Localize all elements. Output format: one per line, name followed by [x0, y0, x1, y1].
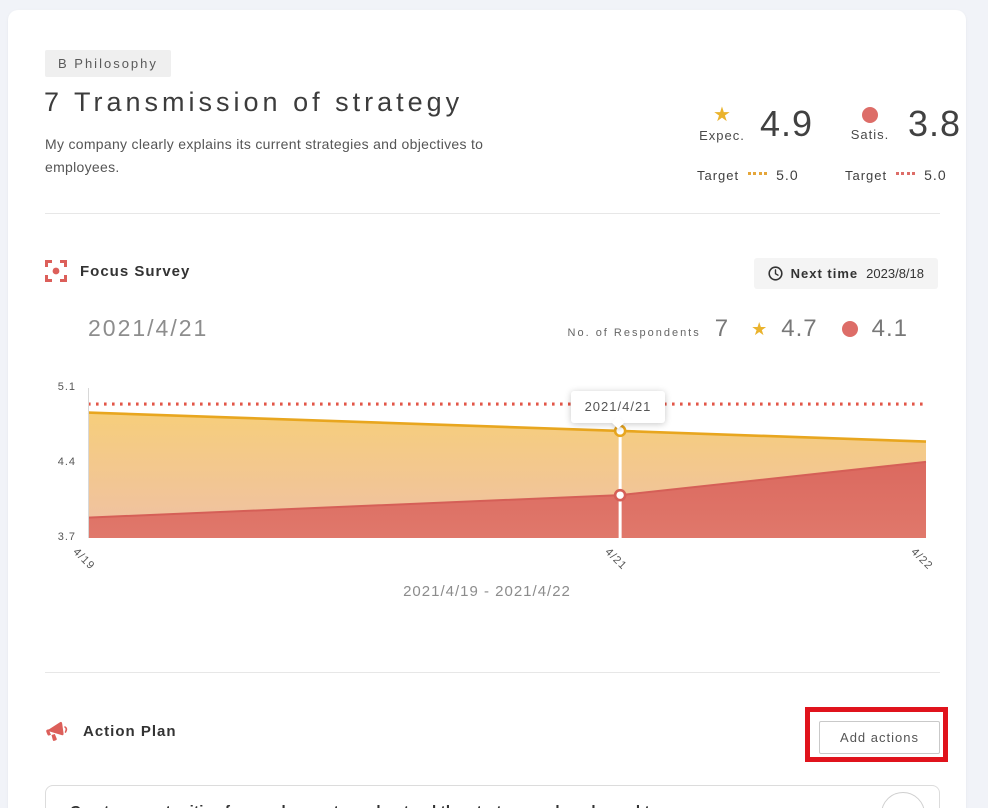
y-tick-label: 4.4	[57, 456, 76, 468]
target-label: Target	[697, 167, 740, 183]
respondents-label: No. of Respondents	[567, 327, 701, 339]
target-label: Target	[845, 167, 888, 183]
next-time-label: Next time	[790, 266, 859, 281]
section-divider	[45, 213, 940, 214]
expectation-target: Target 5.0	[697, 167, 799, 183]
expectation-value: 4.9	[760, 103, 814, 144]
question-description: My company clearly explains its current …	[45, 136, 484, 175]
satisfaction-label: Satis.	[850, 126, 890, 142]
focus-survey-header: Focus Survey	[45, 260, 190, 282]
action-item-text: Create opportunities for employees to un…	[70, 800, 860, 808]
expectation-score: ★ Expec. 4.9	[696, 103, 813, 145]
dotted-line-icon	[748, 171, 768, 175]
satisfaction-target: Target 5.0	[845, 167, 947, 183]
focus-survey-title: Focus Survey	[80, 262, 191, 280]
add-actions-button[interactable]: Add actions	[819, 721, 940, 754]
next-time-badge: Next time 2023/8/18	[753, 258, 938, 289]
megaphone-icon	[46, 721, 68, 741]
survey-expectation-value: 4.7	[781, 315, 818, 342]
star-icon: ★	[751, 319, 768, 339]
satisfaction-score: Satis. 3.8	[844, 103, 961, 145]
chart-date-range: 2021/4/19 - 2021/4/22	[403, 583, 571, 600]
next-time-date: 2023/8/18	[866, 266, 924, 281]
selected-survey-date: 2021/4/21	[88, 315, 209, 341]
category-tag: B Philosophy	[45, 50, 171, 77]
satisfaction-value: 3.8	[908, 103, 962, 144]
target-value: 5.0	[924, 167, 947, 183]
circle-icon	[841, 321, 858, 337]
x-tick-label: 4/21	[602, 546, 630, 573]
expectation-label: Expec.	[699, 127, 745, 143]
circle-icon	[862, 106, 878, 123]
section-divider	[45, 672, 940, 673]
action-plan-header: Action Plan	[45, 720, 177, 743]
page-title: 7 Transmission of strategy	[44, 87, 464, 117]
y-tick-label: 3.7	[57, 531, 76, 543]
x-tick-label: 4/19	[70, 546, 97, 573]
trend-chart[interactable]	[87, 388, 927, 538]
clock-icon	[768, 266, 783, 281]
survey-detail-card: B Philosophy 7 Transmission of strategy …	[8, 10, 966, 808]
star-icon: ★	[713, 103, 731, 126]
survey-satisfaction-value: 4.1	[871, 315, 908, 342]
action-plan-title: Action Plan	[83, 723, 177, 740]
target-value: 5.0	[776, 167, 799, 183]
respondents-count: 7	[714, 315, 730, 342]
action-plan-item[interactable]: Create opportunities for employees to un…	[45, 785, 940, 808]
respondents-summary: No. of Respondents 7 ★ 4.7 4.1	[568, 315, 908, 343]
y-tick-label: 5.1	[57, 381, 76, 393]
dotted-line-icon	[896, 171, 916, 175]
x-tick-label: 4/22	[908, 546, 935, 573]
avatar	[881, 792, 925, 808]
focus-icon	[45, 260, 67, 282]
chart-tooltip: 2021/4/21	[571, 391, 665, 423]
red-highlight-annotation: Add actions	[805, 707, 948, 762]
